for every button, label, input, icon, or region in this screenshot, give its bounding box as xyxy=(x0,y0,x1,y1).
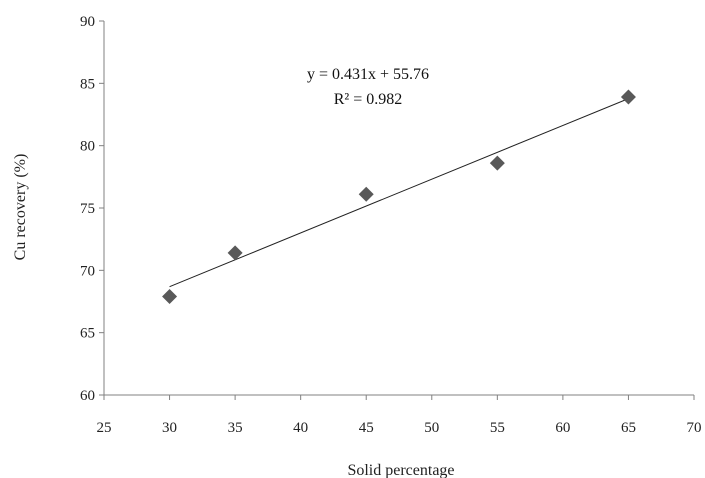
data-point-diamond xyxy=(227,245,243,261)
linear-trendline xyxy=(169,98,629,288)
x-tick-label: 55 xyxy=(490,420,505,436)
x-tick-label: 70 xyxy=(687,420,702,436)
data-point-diamond xyxy=(162,289,178,305)
x-tick-label: 30 xyxy=(162,420,177,436)
data-points xyxy=(162,89,636,305)
x-tick-label: 65 xyxy=(621,420,636,436)
data-point-diamond xyxy=(358,186,374,202)
r-squared-label: R² = 0.982 xyxy=(334,91,403,108)
y-tick-label: 65 xyxy=(80,326,95,342)
y-axis-ticks: 60 65 70 75 80 85 90 xyxy=(80,14,104,404)
x-axis-ticks: 25 30 35 40 45 50 55 60 65 70 xyxy=(97,395,702,436)
y-tick-label: 80 xyxy=(80,139,95,155)
trendline-layer xyxy=(169,98,629,288)
data-point-diamond xyxy=(620,89,636,105)
x-tick-label: 35 xyxy=(228,420,243,436)
x-axis-title: Solid percentage xyxy=(347,462,454,478)
x-tick-label: 50 xyxy=(424,420,439,436)
y-tick-label: 70 xyxy=(80,263,95,279)
trendline-equation: y = 0.431x + 55.76 xyxy=(307,66,429,83)
y-tick-label: 75 xyxy=(80,201,95,217)
x-tick-label: 45 xyxy=(359,420,374,436)
x-tick-label: 60 xyxy=(555,420,570,436)
y-axis-title: Cu recovery (%) xyxy=(12,154,29,261)
y-tick-label: 90 xyxy=(80,14,95,30)
x-tick-label: 25 xyxy=(97,420,112,436)
x-tick-label: 40 xyxy=(293,420,308,436)
data-point-diamond xyxy=(489,155,505,171)
y-tick-label: 60 xyxy=(80,388,95,404)
y-tick-label: 85 xyxy=(80,76,95,92)
